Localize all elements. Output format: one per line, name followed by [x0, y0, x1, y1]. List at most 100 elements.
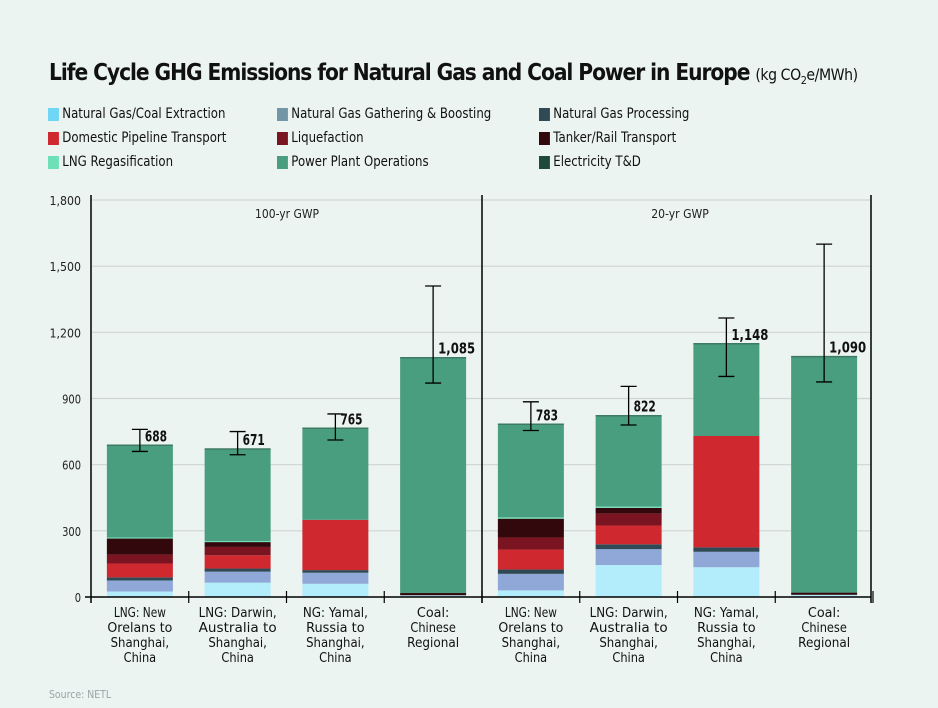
bar-segment [595, 507, 662, 514]
bar-segment [693, 547, 760, 552]
legend-swatch [539, 155, 550, 169]
bar-segment [497, 424, 564, 518]
bar-segment [595, 506, 662, 508]
value-label: 1,090 [829, 339, 866, 357]
category-label: LNG: Darwin, [590, 605, 668, 621]
legend-label: Natural Gas/Coal Extraction [62, 106, 226, 122]
value-label: 765 [340, 410, 362, 428]
bar-segment [204, 540, 271, 543]
bar-segment [497, 549, 564, 570]
category-label: Shanghai, [599, 635, 658, 651]
unit-subscript: 2 [800, 74, 807, 88]
y-tick-label: 900 [62, 393, 81, 407]
value-label: 822 [634, 398, 656, 416]
legend-label: Tanker/Rail Transport [553, 130, 677, 146]
bar-segment [497, 517, 564, 519]
category-label: Russia to [697, 620, 756, 636]
bar-segment [106, 445, 173, 538]
value-label: 688 [145, 427, 167, 445]
bar-segment [595, 549, 662, 566]
y-axis-ticks: 0 300 600 900 1,200 1,500 1,800 [50, 194, 82, 605]
bar-segment [204, 568, 271, 572]
category-label: NG: Yamal, [303, 605, 368, 621]
bar-segment [106, 577, 173, 581]
legend-item-pipeline: Domestic Pipeline Transport [48, 130, 226, 146]
category-label: Coal: [417, 605, 450, 621]
bar-segment [204, 555, 271, 569]
legend-swatch [48, 107, 59, 121]
category-label: China [612, 650, 645, 666]
y-tick-label: 1,200 [50, 326, 82, 340]
bar-segment [595, 525, 662, 545]
bars [106, 343, 858, 597]
unit-prefix: (kg CO [755, 65, 801, 84]
bar-segment [693, 567, 760, 597]
bar-segment [302, 428, 369, 520]
value-label: 1,148 [731, 326, 768, 344]
bar-segment [106, 580, 173, 592]
bar-segment [106, 538, 173, 555]
chart-title-main: Life Cycle GHG Emissions for Natural Gas… [49, 60, 750, 86]
legend-label: Liquefaction [291, 130, 364, 146]
category-label: Regional [798, 635, 850, 651]
bar-segment [497, 569, 564, 574]
bar-segment [791, 592, 858, 595]
value-label: 1,085 [438, 340, 475, 358]
category-label: LNG: Darwin, [199, 605, 277, 621]
category-label: Chinese [801, 620, 847, 636]
bar-segment [497, 590, 564, 597]
value-label: 783 [536, 406, 558, 424]
bar-segment [106, 554, 173, 564]
legend-item-gathering: Natural Gas Gathering & Boosting [277, 106, 491, 122]
bar-segment [106, 537, 173, 539]
bar-segment [791, 356, 858, 593]
bar-segment [204, 542, 271, 547]
chart-title: Life Cycle GHG Emissions for Natural Gas… [49, 60, 858, 87]
category-label: Australia to [199, 620, 277, 636]
bar-segment [497, 573, 564, 591]
y-tick-label: 0 [75, 591, 81, 605]
legend-label: LNG Regasification [62, 154, 174, 170]
category-label: LNG: New [114, 605, 166, 621]
legend-label: Power Plant Operations [291, 154, 429, 170]
bar-segment [302, 570, 369, 573]
legend-label: Natural Gas Gathering & Boosting [291, 106, 492, 122]
category-label: NG: Yamal, [694, 605, 759, 621]
category-label: Shanghai, [697, 635, 756, 651]
category-label: China [124, 650, 157, 666]
bar-segment [693, 435, 760, 548]
bar-segment [595, 415, 662, 507]
bar-segment [400, 595, 467, 597]
bar-segment [106, 563, 173, 578]
legend-item-power-plant: Power Plant Operations [277, 154, 429, 170]
y-tick-label: 1,500 [50, 260, 82, 274]
error-bars [131, 243, 833, 456]
category-label: LNG: New [505, 605, 557, 621]
bar-segment [204, 449, 271, 541]
legend-swatch [277, 155, 288, 169]
bar-segment [595, 513, 662, 526]
y-tick-label: 300 [62, 525, 81, 539]
data-labels: 100-yr GWP 688 671 765 1,085 20-yr GWP 783 822 1… [145, 206, 866, 449]
category-label: Chinese [410, 620, 456, 636]
legend-label: Natural Gas Processing [553, 106, 690, 122]
bar-segment [302, 583, 369, 597]
y-tick-label: 1,800 [50, 194, 82, 208]
category-label: Coal: [808, 605, 841, 621]
bar-segment [497, 518, 564, 538]
bar-segment [204, 571, 271, 583]
legend-item-liquefaction: Liquefaction [277, 130, 364, 146]
bar-segment [595, 544, 662, 550]
panel-label: 100-yr GWP [255, 206, 319, 221]
bar-segment [106, 591, 173, 597]
legend-item-extraction: Natural Gas/Coal Extraction [48, 106, 225, 122]
bar-segment [302, 572, 369, 584]
legend-swatch [277, 107, 288, 121]
category-label: China [710, 650, 743, 666]
chart-title-unit: (kg CO2e/MWh) [755, 65, 858, 88]
bar-segment [791, 594, 858, 597]
bar-segment [400, 357, 467, 594]
legend-item-td: Electricity T&D [539, 154, 641, 170]
